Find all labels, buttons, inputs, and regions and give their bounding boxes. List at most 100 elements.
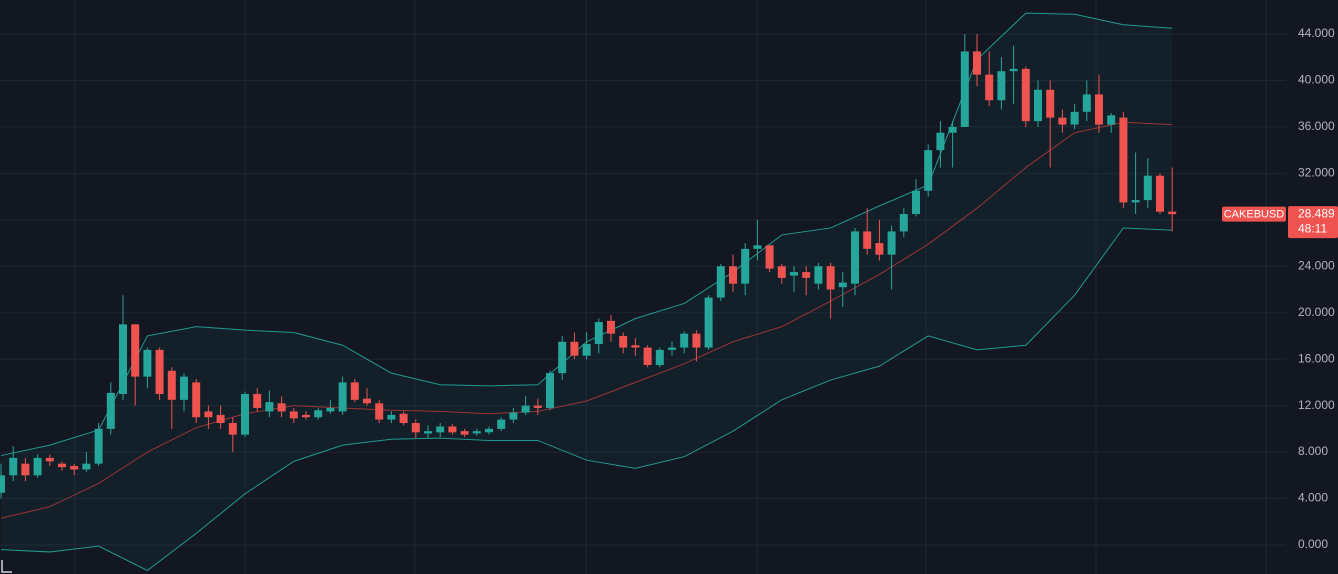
candle-body [1046,89,1055,118]
candle-body [777,266,786,278]
candle-body [765,245,774,269]
candle-body [1156,175,1164,212]
candle-body [631,345,640,348]
candle-body [1168,211,1177,215]
candle-body [204,411,213,418]
candle-body [1107,115,1116,125]
y-tick-label: 8.000 [1298,444,1328,458]
candle-body [314,410,323,418]
candle-body [692,333,701,348]
candle-body [875,243,884,255]
candle-body [716,266,725,298]
candle-body [485,428,493,433]
candle-body [448,426,457,433]
time-grid [74,0,1267,574]
candle-body [253,394,262,408]
candle-body [216,414,225,424]
candle-body [265,402,274,412]
y-tick-label: 0.000 [1298,537,1328,551]
band-lower [0,227,1173,572]
y-tick-label: 12.000 [1298,398,1335,412]
candle-body [94,428,103,464]
candle-body [997,71,1006,101]
candle-body [802,272,811,278]
candle-body [424,431,432,434]
candle-body [643,347,652,365]
candle-body [338,382,347,412]
candle-body [533,405,542,408]
candle-body [655,349,664,365]
symbol-badge [1222,206,1286,222]
candle-body [497,419,506,429]
candle-body [82,463,91,470]
y-tick-label: 16.000 [1298,351,1335,365]
candle-body [1143,175,1152,201]
y-tick-label: 4.000 [1298,491,1328,505]
candle-body [594,322,603,345]
candle-body [155,349,164,395]
band-fill [1,13,1173,571]
candle-body [1034,89,1042,122]
candle-body [1119,117,1128,203]
band-middle [0,121,1173,519]
candle-body [399,413,408,424]
candle-body [924,150,933,191]
y-tick-label: 32.000 [1298,166,1335,180]
candle-body [1131,200,1140,203]
y-tick-label: 44.000 [1298,26,1335,40]
candle-body [106,392,115,429]
candle-body [1070,111,1079,125]
candle-body [228,423,237,435]
candle-body [33,457,42,476]
candle-body [45,457,54,462]
candle-body [729,266,737,284]
candle-body [472,431,481,434]
candle-body [851,231,859,284]
candle-body [887,231,896,255]
candle-body [436,426,445,433]
candle-body [241,394,249,435]
candle-body [985,74,994,101]
candle-body [863,231,872,249]
candle-body [119,324,127,395]
candle-body [131,324,140,377]
corner-icon [1,560,12,573]
candle-body [302,414,310,418]
countdown-label: 48:11 [1298,221,1327,235]
candle-body [387,414,396,420]
candle-body [70,466,79,470]
candle-body [21,463,30,476]
candle-body [582,344,591,356]
candle-body [973,51,981,75]
candle-body [192,382,201,418]
candle-body [546,373,554,408]
candle-body [558,341,567,374]
candle-body [680,333,689,348]
candle-body [790,272,798,276]
candle-body [350,382,359,400]
candle-body [899,214,908,232]
candle-body [936,132,945,151]
symbol-label: CAKEBUSD [1224,209,1285,221]
candle-body [58,463,66,468]
candle-body [521,405,530,413]
candle-body [1058,117,1067,125]
candle-body [1009,68,1018,72]
candle-body [9,457,18,476]
candle-body [814,266,823,284]
candle-body [180,376,188,400]
y-tick-label: 20.000 [1298,305,1335,319]
candle-body [375,403,384,420]
candle-body [753,245,762,249]
candle-body [619,335,628,348]
candle-body [826,266,835,290]
y-tick-label: 36.000 [1298,119,1335,133]
price-badge [1288,206,1338,239]
last-price-label: 28.489 [1298,206,1335,220]
candle-body [1021,68,1030,122]
candle-body [1082,94,1091,112]
candle-body [277,403,286,412]
candle-body [0,475,5,493]
